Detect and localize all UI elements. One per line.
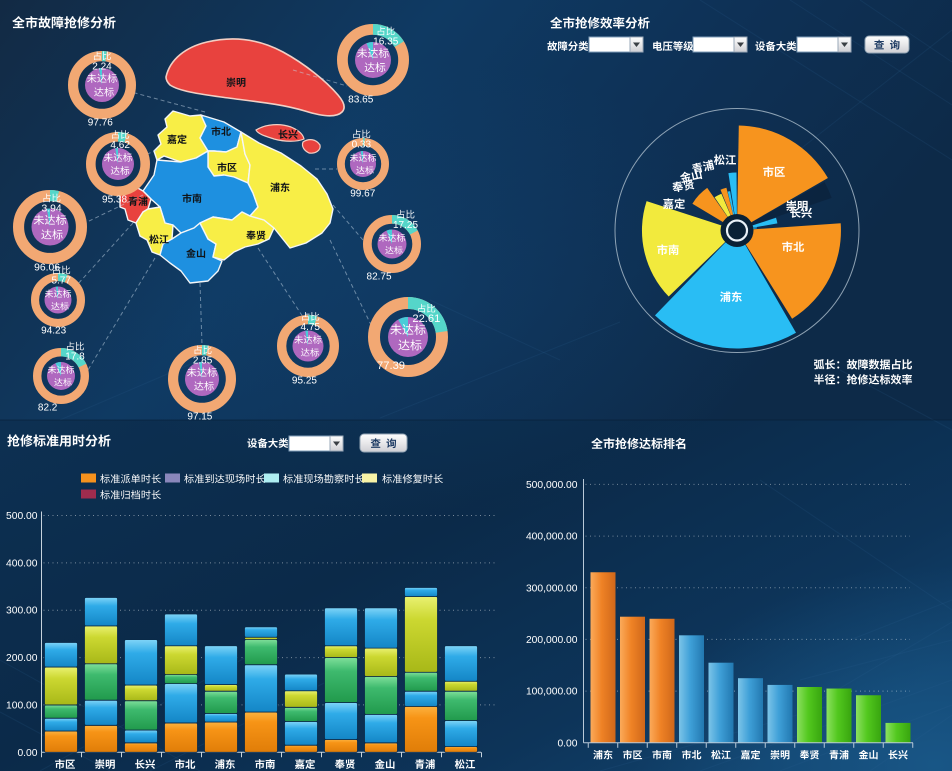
svg-text:16.35: 16.35 <box>373 37 399 48</box>
svg-text:95.38: 95.38 <box>102 195 127 206</box>
svg-text:17.25: 17.25 <box>393 220 418 231</box>
svg-text:0.33: 0.33 <box>352 140 372 151</box>
svg-text:500,000.00: 500,000.00 <box>526 480 578 491</box>
svg-text:200.00: 200.00 <box>6 653 38 664</box>
svg-text:17.8: 17.8 <box>65 352 85 363</box>
svg-text:4.75: 4.75 <box>301 322 321 333</box>
svg-text:82.75: 82.75 <box>367 272 392 283</box>
svg-text:2.24: 2.24 <box>92 61 112 72</box>
svg-text:400.00: 400.00 <box>6 558 38 569</box>
svg-text:97.15: 97.15 <box>187 412 212 423</box>
svg-text:5.77: 5.77 <box>51 276 71 287</box>
svg-text:96.06: 96.06 <box>34 263 60 274</box>
svg-text:3.94: 3.94 <box>41 204 61 215</box>
svg-text:83.65: 83.65 <box>348 95 374 106</box>
svg-text:22.61: 22.61 <box>412 313 440 325</box>
svg-text:0.00: 0.00 <box>17 748 37 759</box>
svg-text:99.67: 99.67 <box>350 189 375 200</box>
svg-text:300,000.00: 300,000.00 <box>526 583 578 594</box>
svg-text:300.00: 300.00 <box>6 606 38 617</box>
svg-text:95.25: 95.25 <box>292 376 317 387</box>
svg-text:400,000.00: 400,000.00 <box>526 532 578 543</box>
svg-text:200,000.00: 200,000.00 <box>526 635 578 646</box>
svg-text:100,000.00: 100,000.00 <box>526 687 578 698</box>
svg-text:94.23: 94.23 <box>41 326 66 337</box>
svg-text:4.62: 4.62 <box>110 140 130 151</box>
svg-text:2.85: 2.85 <box>193 355 213 366</box>
svg-text:82.2: 82.2 <box>38 403 58 414</box>
svg-text:100.00: 100.00 <box>6 700 38 711</box>
svg-text:0.00: 0.00 <box>557 738 577 749</box>
svg-text:77.39: 77.39 <box>377 360 405 372</box>
svg-text:500.00: 500.00 <box>6 511 38 522</box>
svg-text:97.76: 97.76 <box>88 118 113 129</box>
